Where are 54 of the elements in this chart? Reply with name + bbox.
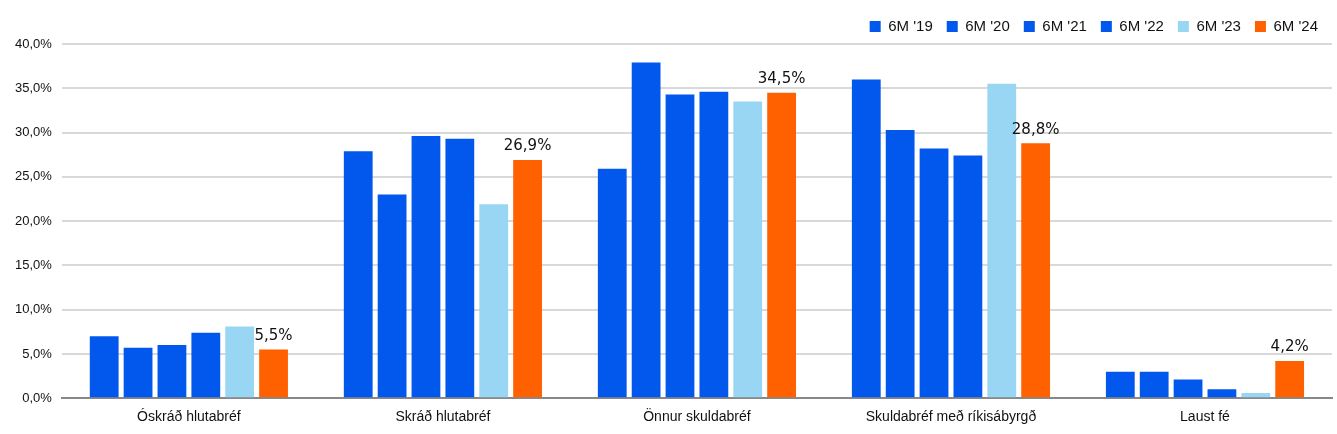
bar — [885, 129, 915, 398]
data-label: 28,8% — [1011, 119, 1060, 138]
bar — [191, 332, 221, 398]
bar — [411, 136, 441, 398]
bar — [919, 148, 949, 398]
y-tick-label: 40,0% — [14, 35, 53, 51]
bar — [767, 92, 796, 398]
y-tick-label: 5,0% — [22, 345, 53, 361]
legend-label: 6M '20 — [965, 16, 1010, 34]
y-tick-label: 0,0% — [22, 389, 53, 405]
bar — [851, 79, 881, 398]
bar — [157, 345, 187, 398]
bar — [1241, 392, 1271, 398]
bar — [1021, 143, 1051, 398]
x-tick-label: Skuldabréf með ríkisábyrgð — [865, 408, 1037, 425]
legend-label: 6M '22 — [1119, 16, 1164, 34]
y-tick-label: 10,0% — [14, 301, 53, 317]
y-tick-label: 25,0% — [14, 168, 53, 184]
bar — [445, 138, 475, 398]
bar — [1139, 371, 1169, 398]
x-tick-label: Óskráð hlutabréf — [137, 408, 241, 425]
bar — [1275, 361, 1305, 398]
x-tick-label: Laust fé — [1180, 408, 1231, 425]
x-tick-label: Skráð hlutabréf — [395, 408, 491, 425]
legend-label: 6M '19 — [888, 16, 933, 34]
y-tick-label: 30,0% — [14, 124, 53, 140]
legend-label: 6M '24 — [1273, 16, 1319, 34]
data-label: 34,5% — [757, 69, 806, 88]
bar — [123, 347, 153, 398]
bar — [631, 62, 661, 398]
bar — [225, 326, 255, 398]
bar — [343, 151, 373, 398]
y-tick-label: 20,0% — [14, 212, 53, 228]
data-label: 4,2% — [1270, 337, 1309, 356]
bar — [665, 94, 695, 398]
y-tick-label: 15,0% — [14, 256, 53, 272]
legend-label: 6M '21 — [1042, 16, 1087, 34]
bar — [953, 155, 983, 398]
bar — [479, 204, 509, 398]
bar — [597, 168, 627, 398]
x-tick-label: Önnur skuldabréf — [643, 407, 751, 425]
bar — [1173, 379, 1203, 398]
data-label: 5,5% — [254, 325, 293, 344]
legend-label: 6M '23 — [1196, 16, 1241, 34]
bar — [1105, 371, 1135, 398]
bar — [699, 91, 729, 398]
bar — [377, 194, 407, 398]
bar — [1207, 389, 1237, 398]
y-tick-label: 35,0% — [14, 79, 53, 95]
bar — [259, 349, 288, 398]
bar — [89, 336, 119, 398]
data-label: 26,9% — [503, 136, 552, 155]
bar — [733, 101, 763, 398]
bar — [513, 160, 542, 398]
